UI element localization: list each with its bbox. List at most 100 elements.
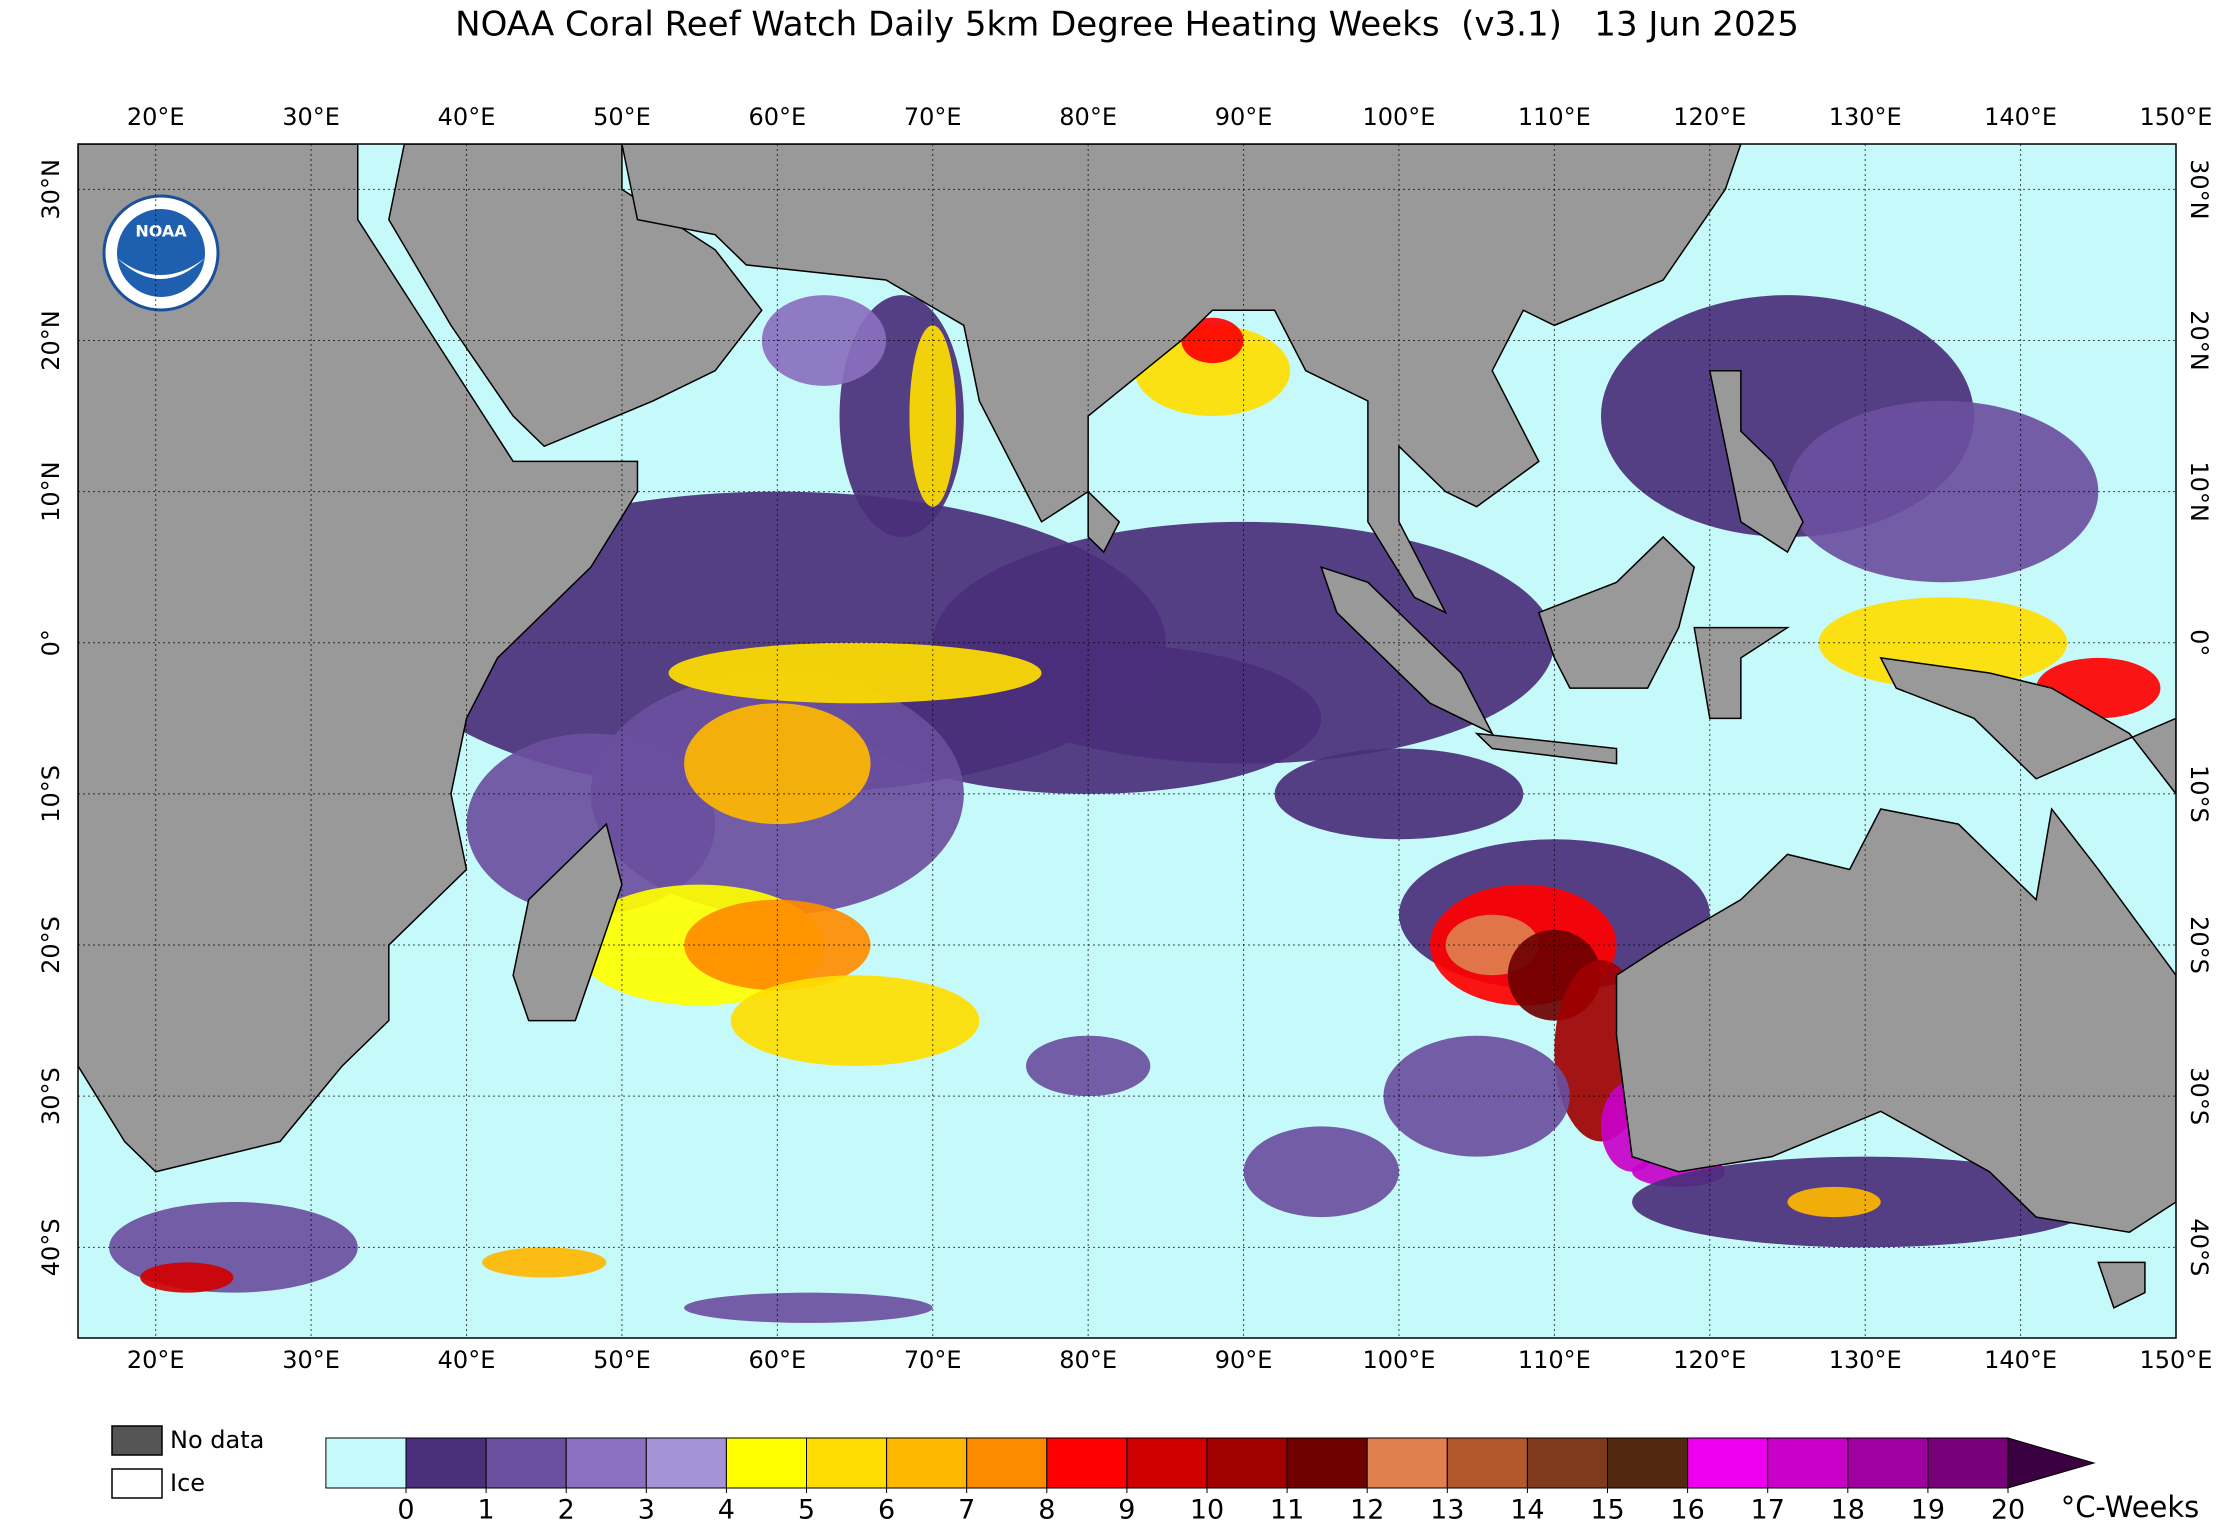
land bbox=[1320, 566, 1494, 736]
heat-region bbox=[1181, 317, 1244, 364]
colorbar-swatch bbox=[1366, 1437, 1448, 1489]
colorbar-swatch bbox=[1046, 1437, 1128, 1489]
colorbar-swatch bbox=[966, 1437, 1048, 1489]
heat-region bbox=[1134, 325, 1291, 417]
colorbar-tick-label: 7 bbox=[958, 1495, 975, 1526]
colorbar-swatch bbox=[1206, 1437, 1288, 1489]
lat-label-right: 20°N bbox=[2185, 310, 2213, 371]
colorbar-tick-label: 6 bbox=[878, 1495, 895, 1526]
heat-region bbox=[730, 975, 980, 1066]
lat-label-right: 30°N bbox=[2185, 159, 2213, 220]
lon-label-top: 110°E bbox=[1518, 103, 1591, 131]
lon-label-bottom: 60°E bbox=[748, 1346, 806, 1374]
heat-region bbox=[1383, 1035, 1570, 1157]
colorbar-tick-label: 18 bbox=[1831, 1495, 1865, 1526]
heat-region bbox=[140, 1262, 234, 1293]
logo-text: NOAA bbox=[135, 222, 187, 241]
legend-label: No data bbox=[170, 1426, 264, 1454]
lon-label-bottom: 120°E bbox=[1673, 1346, 1746, 1374]
colorbar-tick-label: 10 bbox=[1190, 1495, 1224, 1526]
noaa-logo: NOAA bbox=[102, 194, 220, 312]
colorbar-swatch bbox=[1126, 1437, 1208, 1489]
lon-label-bottom: 130°E bbox=[1829, 1346, 1902, 1374]
colorbar-swatch bbox=[886, 1437, 968, 1489]
colorbar-swatch bbox=[405, 1437, 487, 1489]
colorbar-tick-label: 2 bbox=[558, 1495, 575, 1526]
lon-label-bottom: 110°E bbox=[1518, 1346, 1591, 1374]
lat-label-left: 30°S bbox=[37, 1067, 65, 1125]
heat-region bbox=[684, 1292, 933, 1323]
lat-label-right: 10°N bbox=[2185, 461, 2213, 522]
heat-region bbox=[1787, 400, 2099, 583]
colorbar-swatch bbox=[1767, 1437, 1849, 1489]
legend-swatch bbox=[111, 1425, 163, 1456]
colorbar-swatch bbox=[645, 1437, 727, 1489]
heat-region bbox=[482, 1247, 607, 1278]
land bbox=[1537, 535, 1696, 689]
colorbar-tick-label: 17 bbox=[1751, 1495, 1785, 1526]
lon-label-top: 90°E bbox=[1215, 103, 1273, 131]
lon-label-top: 80°E bbox=[1059, 103, 1117, 131]
colorbar-swatch bbox=[1286, 1437, 1368, 1489]
heat-region bbox=[1787, 1186, 1881, 1218]
colorbar-tick-label: 3 bbox=[638, 1495, 655, 1526]
lat-label-left: 40°S bbox=[37, 1218, 65, 1276]
lat-label-right: 30°S bbox=[2185, 1067, 2213, 1125]
colorbar-tick-label: 14 bbox=[1510, 1495, 1544, 1526]
colorbar-tick-label: 5 bbox=[798, 1495, 815, 1526]
land bbox=[621, 144, 1742, 615]
lat-label-left: 20°S bbox=[37, 916, 65, 974]
lon-label-top: 150°E bbox=[2140, 103, 2213, 131]
lon-label-top: 120°E bbox=[1673, 103, 1746, 131]
colorbar-swatch bbox=[725, 1437, 808, 1489]
colorbar-tick-label: 19 bbox=[1911, 1495, 1945, 1526]
colorbar-tick-label: 15 bbox=[1590, 1495, 1624, 1526]
colorbar-tick-label: 4 bbox=[718, 1495, 735, 1526]
lon-label-top: 100°E bbox=[1362, 103, 1435, 131]
colorbar-swatch bbox=[1927, 1437, 2009, 1489]
colorbar-tick-label: 9 bbox=[1118, 1495, 1135, 1526]
colorbar-tick-label: 11 bbox=[1270, 1495, 1304, 1526]
lat-label-right: 20°S bbox=[2185, 916, 2213, 974]
colorbar-tick-label: 16 bbox=[1670, 1495, 1704, 1526]
legend-swatch bbox=[111, 1468, 163, 1499]
lon-label-top: 60°E bbox=[748, 103, 806, 131]
lon-label-bottom: 30°E bbox=[282, 1346, 340, 1374]
legend-label: Ice bbox=[170, 1469, 205, 1497]
lon-label-top: 30°E bbox=[282, 103, 340, 131]
land bbox=[1708, 369, 1804, 554]
lat-label-right: 40°S bbox=[2185, 1218, 2213, 1276]
colorbar-swatch bbox=[1526, 1437, 1609, 1489]
lat-label-right: 0° bbox=[2185, 629, 2213, 656]
lat-label-right: 10°S bbox=[2185, 765, 2213, 823]
lon-label-bottom: 140°E bbox=[1984, 1346, 2057, 1374]
lat-label-left: 10°S bbox=[37, 765, 65, 823]
lon-label-bottom: 20°E bbox=[127, 1346, 185, 1374]
colorbar-swatch bbox=[565, 1437, 647, 1489]
colorbar-tick-label: 8 bbox=[1038, 1495, 1055, 1526]
land bbox=[1693, 626, 1791, 720]
land bbox=[1087, 489, 1121, 554]
colorbar-swatch bbox=[1446, 1437, 1528, 1489]
heat-region bbox=[909, 325, 957, 507]
colorbar-swatch bbox=[1847, 1437, 1929, 1489]
title: NOAA Coral Reef Watch Daily 5km Degree H… bbox=[455, 5, 1799, 45]
lon-label-bottom: 90°E bbox=[1215, 1346, 1273, 1374]
lon-label-bottom: 70°E bbox=[904, 1346, 962, 1374]
colorbar-unit: °C-Weeks bbox=[2061, 1490, 2200, 1524]
lat-label-left: 10°N bbox=[37, 461, 65, 522]
colorbar-swatch bbox=[485, 1437, 567, 1489]
heat-region bbox=[1243, 1126, 1399, 1218]
colorbar-tick-label: 13 bbox=[1430, 1495, 1464, 1526]
land bbox=[1615, 807, 2176, 1233]
lon-label-bottom: 80°E bbox=[1059, 1346, 1117, 1374]
lon-label-bottom: 100°E bbox=[1362, 1346, 1435, 1374]
land bbox=[78, 144, 639, 1173]
land bbox=[2097, 1261, 2146, 1309]
lon-label-bottom: 150°E bbox=[2140, 1346, 2213, 1374]
colorbar-tick-label: 0 bbox=[397, 1495, 414, 1526]
lon-label-top: 40°E bbox=[438, 103, 496, 131]
map-area bbox=[78, 144, 2176, 1338]
land bbox=[388, 144, 763, 448]
colorbar-tick-label: 20 bbox=[1991, 1495, 2025, 1526]
